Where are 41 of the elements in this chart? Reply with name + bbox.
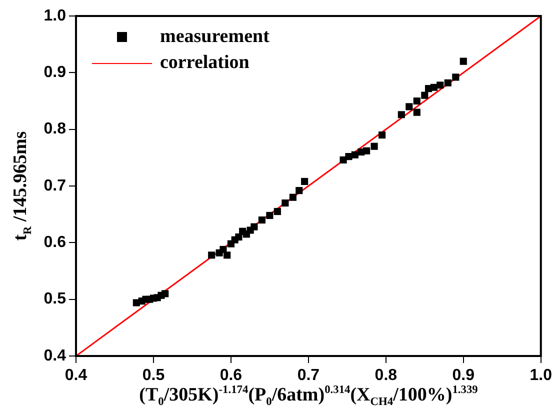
point (398, 111, 405, 118)
point (460, 58, 467, 65)
point (452, 74, 460, 81)
x-tick-label: 0.5 (142, 367, 165, 384)
point (406, 103, 413, 110)
point (224, 252, 231, 259)
point (296, 187, 303, 194)
y-tick-label: 0.9 (44, 64, 66, 82)
point (258, 216, 266, 224)
point (363, 147, 370, 154)
point (301, 178, 308, 185)
y-tick-label: 0.8 (44, 120, 66, 138)
legend-label: correlation (160, 52, 250, 74)
point (436, 82, 444, 89)
point (413, 97, 420, 105)
point (351, 151, 358, 158)
point (208, 252, 216, 259)
x-tick-label: 0.4 (64, 367, 88, 384)
point (444, 79, 452, 86)
y-tick-label: 1.0 (44, 7, 66, 24)
legend-label: measurement (160, 26, 270, 48)
x-tick-label: 0.6 (220, 367, 242, 384)
x-tick-label: 0.8 (374, 367, 398, 384)
point (282, 199, 289, 207)
y-tick-label: 0.5 (44, 290, 66, 308)
y-tick-label: 0.6 (44, 234, 66, 252)
x-tick-label: 0.7 (297, 367, 320, 384)
text: (T$_{0}$/305K)$^{-1.174}$(P$_{0}$/6atm)$^{0.314}$(X$_{CH4}$/100%)$^{1.339}$ (139, 384, 478, 408)
point (250, 223, 258, 230)
point (289, 194, 296, 201)
point (421, 92, 428, 99)
point (413, 108, 420, 116)
point (266, 212, 274, 219)
point (274, 208, 281, 216)
x-tick-label: 0.9 (452, 367, 475, 384)
point (370, 142, 378, 150)
point (162, 290, 169, 298)
x-tick-label: 1.0 (530, 367, 552, 384)
y-tick-label: 0.7 (44, 177, 66, 194)
point (378, 131, 386, 139)
y-tick-label: 0.4 (44, 347, 66, 364)
